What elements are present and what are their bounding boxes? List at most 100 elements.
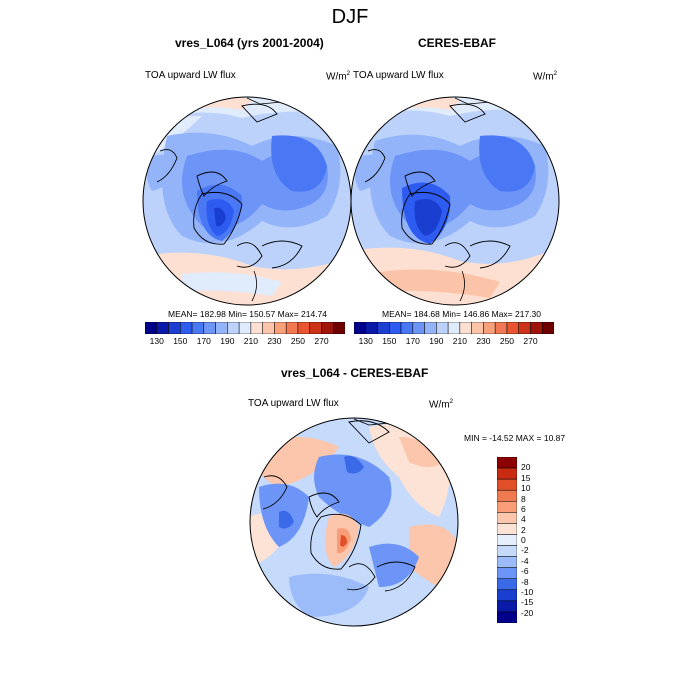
colorbar-tick-label: -6	[521, 566, 529, 577]
colorbar-tick-label: 270	[314, 336, 329, 346]
panel1-colorbar	[145, 322, 345, 334]
panel2-title: CERES-EBAF	[418, 36, 497, 50]
colorbar-swatch	[494, 322, 508, 334]
panel3-colorbar-ticks: 20 15 10 8 6 4 2 0 -2 -4 -6 -8 -10 -15 -20	[521, 457, 561, 623]
colorbar-swatch	[145, 322, 158, 334]
panel1-stats: MEAN= 182.98 Min= 150.57 Max= 214.74	[168, 309, 328, 319]
colorbar-tick-label: 270	[523, 336, 538, 346]
colorbar-tick-label: 150	[382, 336, 397, 346]
colorbar-swatch	[530, 322, 543, 334]
colorbar-swatch	[168, 322, 181, 334]
colorbar-swatch	[497, 478, 517, 491]
colorbar-tick-label: 130	[149, 336, 164, 346]
colorbar-swatch	[332, 322, 345, 334]
colorbar-swatch	[497, 501, 517, 513]
colorbar-tick-label: 20	[521, 462, 531, 473]
colorbar-swatch	[497, 534, 517, 546]
colorbar-swatch	[285, 322, 299, 334]
panel3-stats: MIN = -14.52 MAX = 10.87	[464, 433, 566, 443]
colorbar-swatch	[156, 322, 169, 334]
colorbar-tick-label: -8	[521, 576, 529, 587]
colorbar-swatch	[497, 489, 517, 502]
colorbar-swatch	[180, 322, 193, 334]
colorbar-swatch	[250, 322, 263, 334]
panel2-units: W/m2	[533, 70, 558, 83]
colorbar-swatch	[412, 322, 425, 334]
panel3-polar-map	[249, 417, 459, 627]
panel1-title: vres_L064 (yrs 2001-2004)	[175, 36, 324, 50]
colorbar-swatch	[447, 322, 461, 334]
colorbar-swatch	[497, 578, 517, 591]
colorbar-swatch	[365, 322, 378, 334]
colorbar-tick-label: 250	[290, 336, 306, 346]
panel2-colorbar-ticks: 130 150 170 190 210 230 250 270	[354, 336, 554, 348]
panel2-polar-map	[350, 96, 560, 306]
colorbar-tick-label: 210	[452, 336, 467, 346]
colorbar-tick-label: 4	[521, 514, 526, 525]
panel3-colorbar	[497, 457, 517, 623]
colorbar-swatch	[497, 545, 517, 557]
colorbar-tick-label: 6	[521, 503, 526, 514]
colorbar-swatch	[203, 322, 216, 334]
colorbar-tick-label: 170	[196, 336, 211, 346]
colorbar-tick-label: 250	[499, 336, 515, 346]
colorbar-tick-label: 130	[358, 336, 373, 346]
panel2-colorbar	[354, 322, 554, 334]
panel1-polar-map	[142, 96, 352, 306]
colorbar-swatch	[497, 457, 517, 469]
colorbar-tick-label: -20	[521, 607, 534, 618]
colorbar-swatch	[227, 322, 240, 334]
colorbar-swatch	[497, 567, 517, 579]
colorbar-swatch	[309, 322, 322, 334]
colorbar-tick-label: 150	[173, 336, 188, 346]
colorbar-swatch	[497, 611, 517, 623]
colorbar-swatch	[497, 523, 517, 535]
panel2-stats: MEAN= 184.68 Min= 146.86 Max= 217.30	[382, 309, 542, 319]
colorbar-swatch	[471, 322, 484, 334]
panel1-units: W/m2	[326, 70, 351, 83]
colorbar-swatch	[497, 467, 517, 480]
colorbar-tick-label: -15	[521, 597, 534, 608]
colorbar-tick-label: 170	[405, 336, 420, 346]
colorbar-swatch	[436, 322, 449, 334]
colorbar-swatch	[400, 322, 414, 334]
colorbar-swatch	[238, 322, 252, 334]
colorbar-tick-label: 210	[243, 336, 258, 346]
colorbar-swatch	[354, 322, 367, 334]
colorbar-swatch	[274, 322, 287, 334]
panel1-colorbar-ticks: 130 150 170 190 210 230 250 270	[145, 336, 345, 348]
colorbar-tick-label: 15	[521, 472, 531, 483]
colorbar-swatch	[377, 322, 390, 334]
colorbar-swatch	[297, 322, 310, 334]
main-title: DJF	[331, 6, 369, 28]
colorbar-tick-label: 190	[220, 336, 235, 346]
colorbar-swatch	[518, 322, 531, 334]
colorbar-tick-label: 230	[267, 336, 282, 346]
colorbar-swatch	[497, 600, 517, 613]
panel1-variable-label: TOA upward LW flux	[145, 70, 236, 81]
colorbar-tick-label: 2	[521, 524, 526, 535]
colorbar-tick-label: 0	[521, 535, 526, 545]
colorbar-swatch	[389, 322, 402, 334]
colorbar-swatch	[497, 512, 517, 524]
colorbar-tick-label: 8	[521, 493, 526, 504]
colorbar-swatch	[459, 322, 472, 334]
colorbar-swatch	[321, 322, 334, 334]
colorbar-tick-label: 10	[521, 483, 531, 494]
colorbar-swatch	[483, 322, 496, 334]
colorbar-tick-label: -4	[521, 555, 529, 566]
colorbar-swatch	[424, 322, 437, 334]
colorbar-swatch	[215, 322, 228, 334]
colorbar-swatch	[497, 556, 517, 568]
colorbar-tick-label: 230	[476, 336, 491, 346]
colorbar-swatch	[506, 322, 519, 334]
panel3-units: W/m2	[429, 398, 454, 411]
colorbar-tick-label: -2	[521, 545, 529, 556]
panel3-variable-label: TOA upward LW flux	[248, 398, 339, 409]
panel2-variable-label: TOA upward LW flux	[353, 70, 444, 81]
colorbar-tick-label: -10	[521, 586, 534, 597]
colorbar-tick-label: 190	[429, 336, 444, 346]
colorbar-swatch	[262, 322, 275, 334]
colorbar-swatch	[541, 322, 554, 334]
panel3-title: vres_L064 - CERES-EBAF	[281, 366, 429, 380]
